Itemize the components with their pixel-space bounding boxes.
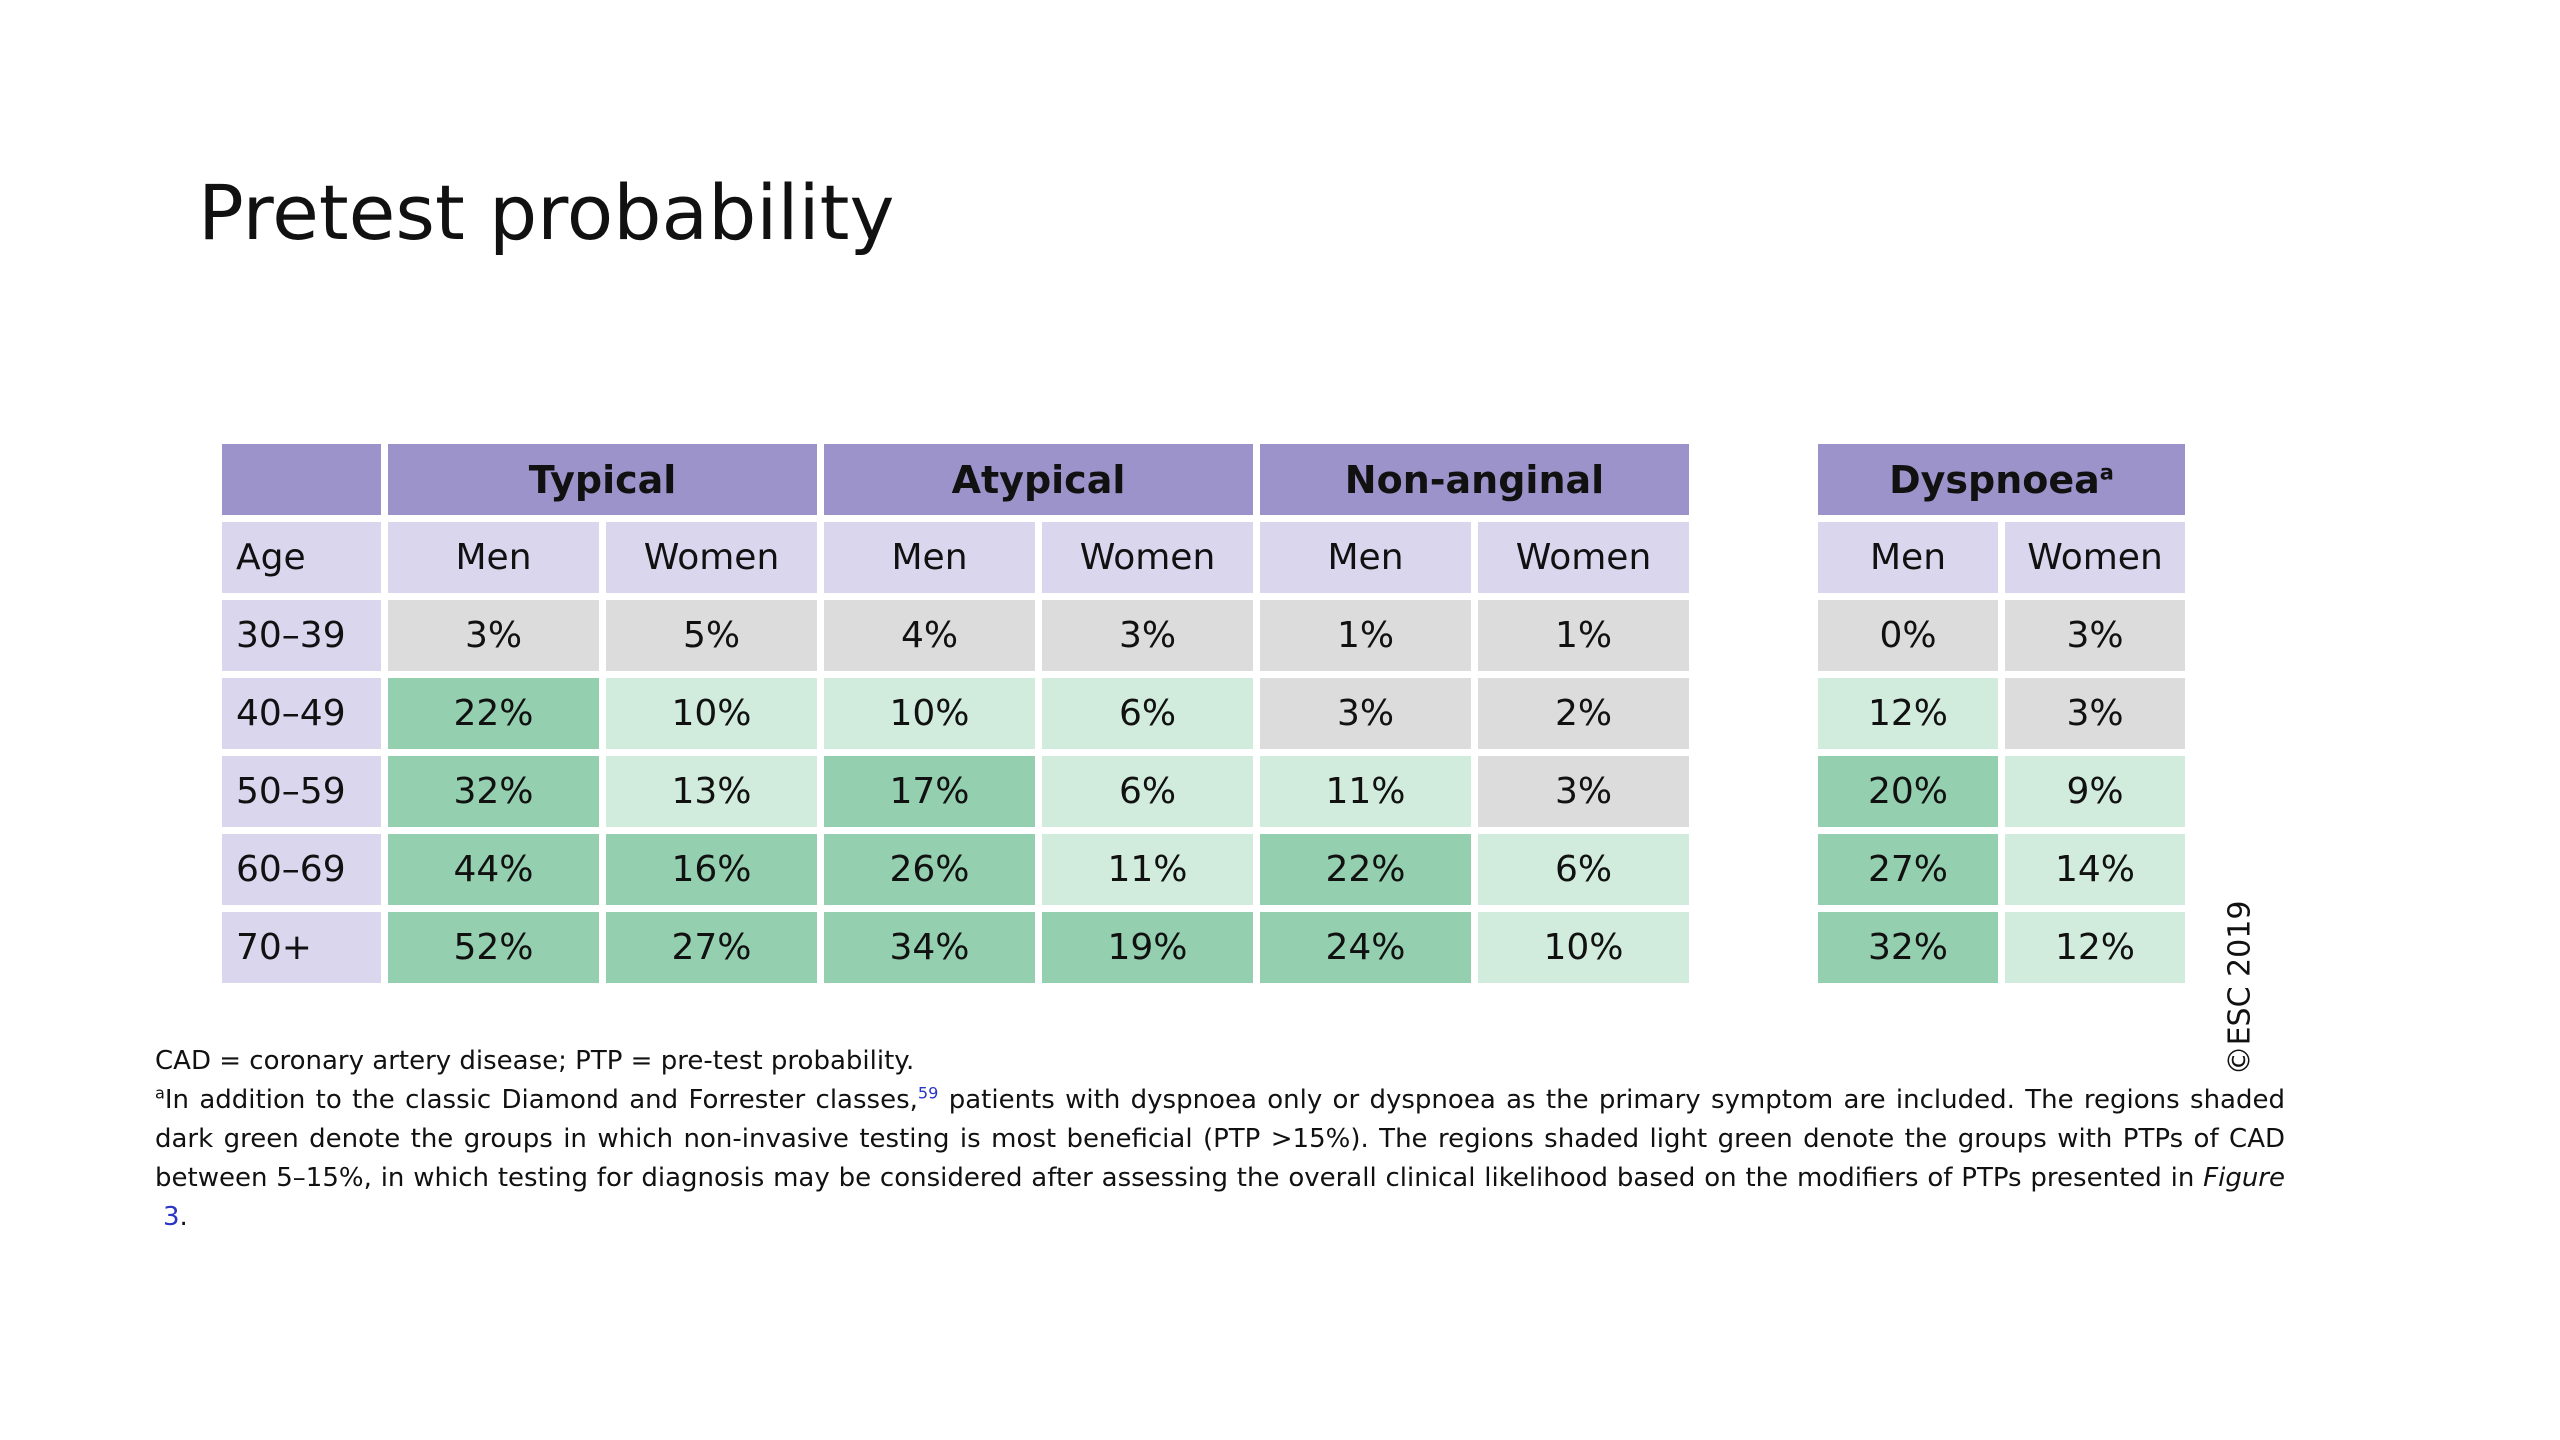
slide-title: Pretest probability bbox=[198, 168, 895, 257]
footnotes: CAD = coronary artery disease; PTP = pre… bbox=[155, 1042, 2285, 1237]
abbreviation-note: CAD = coronary artery disease; PTP = pre… bbox=[155, 1046, 915, 1076]
sub-header-women: Women bbox=[606, 522, 817, 593]
value-cell: 26% bbox=[824, 834, 1035, 905]
value-cell: 13% bbox=[606, 756, 817, 827]
value-cell: 44% bbox=[388, 834, 599, 905]
value-cell: 19% bbox=[1042, 912, 1253, 983]
table-gap bbox=[1696, 678, 1811, 749]
value-cell: 3% bbox=[1478, 756, 1689, 827]
value-cell: 22% bbox=[388, 678, 599, 749]
footnote-text-part1: In addition to the classic Diamond and F… bbox=[164, 1085, 918, 1115]
value-cell: 2% bbox=[1478, 678, 1689, 749]
value-cell: 24% bbox=[1260, 912, 1471, 983]
value-cell: 32% bbox=[1818, 912, 1998, 983]
group-header-typical: Typical bbox=[388, 444, 817, 515]
value-cell: 1% bbox=[1260, 600, 1471, 671]
value-cell: 16% bbox=[606, 834, 817, 905]
age-header: Age bbox=[222, 522, 381, 593]
value-cell: 6% bbox=[1042, 756, 1253, 827]
group-header-dyspnoea: Dyspnoeaa bbox=[1818, 444, 2185, 515]
value-cell: 10% bbox=[1478, 912, 1689, 983]
value-cell: 27% bbox=[1818, 834, 1998, 905]
value-cell: 3% bbox=[388, 600, 599, 671]
value-cell: 1% bbox=[1478, 600, 1689, 671]
age-cell: 70+ bbox=[222, 912, 381, 983]
value-cell: 11% bbox=[1260, 756, 1471, 827]
value-cell: 3% bbox=[1042, 600, 1253, 671]
value-cell: 9% bbox=[2005, 756, 2185, 827]
sub-header-men: Men bbox=[1818, 522, 1998, 593]
value-cell: 6% bbox=[1478, 834, 1689, 905]
pretest-probability-table: Typical Atypical Non-anginal Dyspnoeaa A… bbox=[215, 437, 2192, 990]
age-cell: 30–39 bbox=[222, 600, 381, 671]
value-cell: 6% bbox=[1042, 678, 1253, 749]
sub-header-women: Women bbox=[1042, 522, 1253, 593]
value-cell: 11% bbox=[1042, 834, 1253, 905]
sub-header-men: Men bbox=[824, 522, 1035, 593]
table-row: 30–39 3% 5% 4% 3% 1% 1% 0% 3% bbox=[222, 600, 2185, 671]
sub-header-row: Age Men Women Men Women Men Women Men Wo… bbox=[222, 522, 2185, 593]
age-cell: 40–49 bbox=[222, 678, 381, 749]
table-gap bbox=[1696, 522, 1811, 593]
table-gap bbox=[1696, 912, 1811, 983]
table-gap bbox=[1696, 600, 1811, 671]
value-cell: 22% bbox=[1260, 834, 1471, 905]
value-cell: 3% bbox=[1260, 678, 1471, 749]
sub-header-women: Women bbox=[1478, 522, 1689, 593]
value-cell: 5% bbox=[606, 600, 817, 671]
age-cell: 50–59 bbox=[222, 756, 381, 827]
table-row: 50–59 32% 13% 17% 6% 11% 3% 20% 9% bbox=[222, 756, 2185, 827]
value-cell: 10% bbox=[606, 678, 817, 749]
group-header-non-anginal: Non-anginal bbox=[1260, 444, 1689, 515]
table-gap bbox=[1696, 834, 1811, 905]
value-cell: 17% bbox=[824, 756, 1035, 827]
footnote-text-part2: patients with dyspnoea only or dyspnoea … bbox=[155, 1085, 2285, 1193]
group-header-atypical: Atypical bbox=[824, 444, 1253, 515]
corner-cell bbox=[222, 444, 381, 515]
table-gap bbox=[1696, 756, 1811, 827]
value-cell: 12% bbox=[1818, 678, 1998, 749]
group-header-row: Typical Atypical Non-anginal Dyspnoeaa bbox=[222, 444, 2185, 515]
value-cell: 27% bbox=[606, 912, 817, 983]
dyspnoea-footnote: aIn addition to the classic Diamond and … bbox=[155, 1081, 2285, 1237]
value-cell: 12% bbox=[2005, 912, 2185, 983]
table-row: 60–69 44% 16% 26% 11% 22% 6% 27% 14% bbox=[222, 834, 2185, 905]
figure-link[interactable]: 3 bbox=[163, 1202, 180, 1232]
value-cell: 20% bbox=[1818, 756, 1998, 827]
value-cell: 10% bbox=[824, 678, 1035, 749]
age-cell: 60–69 bbox=[222, 834, 381, 905]
value-cell: 0% bbox=[1818, 600, 1998, 671]
value-cell: 3% bbox=[2005, 600, 2185, 671]
value-cell: 3% bbox=[2005, 678, 2185, 749]
value-cell: 32% bbox=[388, 756, 599, 827]
table-gap bbox=[1696, 444, 1811, 515]
figure-word: Figure bbox=[2203, 1163, 2285, 1193]
table-row: 40–49 22% 10% 10% 6% 3% 2% 12% 3% bbox=[222, 678, 2185, 749]
sub-header-men: Men bbox=[1260, 522, 1471, 593]
dyspnoea-label: Dyspnoea bbox=[1889, 457, 2100, 502]
dyspnoea-footnote-marker: a bbox=[2099, 459, 2114, 484]
value-cell: 34% bbox=[824, 912, 1035, 983]
value-cell: 4% bbox=[824, 600, 1035, 671]
footnote-marker: a bbox=[155, 1083, 165, 1103]
sub-header-women: Women bbox=[2005, 522, 2185, 593]
value-cell: 52% bbox=[388, 912, 599, 983]
table-row: 70+ 52% 27% 34% 19% 24% 10% 32% 12% bbox=[222, 912, 2185, 983]
reference-link[interactable]: 59 bbox=[917, 1083, 939, 1103]
footnote-end: . bbox=[179, 1202, 188, 1232]
value-cell: 14% bbox=[2005, 834, 2185, 905]
sub-header-men: Men bbox=[388, 522, 599, 593]
